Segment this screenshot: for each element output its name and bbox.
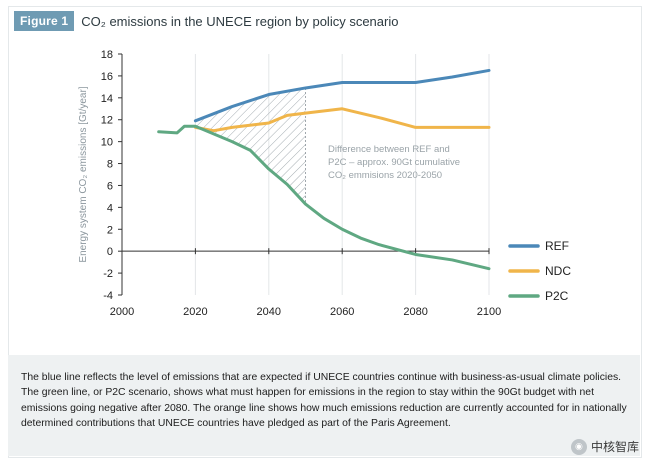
y-tick-label: 0 — [107, 246, 113, 258]
legend-label-ndc: NDC — [545, 264, 571, 278]
x-tick-label: 2020 — [183, 306, 207, 318]
legend-label-ref: REF — [545, 239, 569, 253]
y-tick-label: 16 — [101, 71, 113, 83]
annotation-line: Difference between REF and — [328, 144, 450, 155]
series-line-ndc — [193, 107, 491, 133]
series-line-p2c — [157, 124, 491, 271]
watermark-text: 中核智库 — [590, 440, 639, 454]
annotation-line: P2C – approx. 90Gt cumulative — [328, 157, 460, 168]
y-tick-label: 18 — [101, 49, 113, 61]
y-tick-label: 10 — [101, 137, 113, 149]
y-tick-label: 12 — [101, 115, 113, 127]
y-tick-label: 2 — [107, 224, 113, 236]
series-line-ref — [193, 68, 491, 123]
wechat-icon: ◉ — [570, 438, 587, 455]
legend-label-p2c: P2C — [545, 289, 569, 303]
x-tick-label: 2000 — [110, 306, 134, 318]
x-tick-label: 2100 — [477, 306, 501, 318]
y-tick-label: 6 — [107, 180, 113, 192]
y-tick-label: 8 — [107, 159, 113, 171]
watermark: ◉ 中核智库 — [570, 438, 639, 455]
y-tick-label: 14 — [101, 93, 113, 105]
figure-header: Figure 1 CO₂ emissions in the UNECE regi… — [14, 10, 398, 32]
x-tick-label: 2040 — [257, 306, 281, 318]
x-tick-label: 2060 — [330, 306, 354, 318]
y-tick-label: 4 — [107, 202, 113, 214]
y-axis-label: Energy system CO₂ emissions [Gt/year] — [78, 86, 89, 262]
figure-title: CO₂ emissions in the UNECE region by pol… — [81, 13, 399, 29]
y-tick-label: -4 — [103, 290, 113, 302]
caption-text: The blue line reflects the level of emis… — [21, 372, 627, 429]
figure-badge: Figure 1 — [14, 11, 75, 31]
y-tick-label: -2 — [103, 268, 113, 280]
caption-box: The blue line reflects the level of emis… — [8, 355, 640, 456]
x-tick-label: 2080 — [403, 306, 427, 318]
annotation-line: CO₂ emmisions 2020-2050 — [328, 170, 442, 181]
